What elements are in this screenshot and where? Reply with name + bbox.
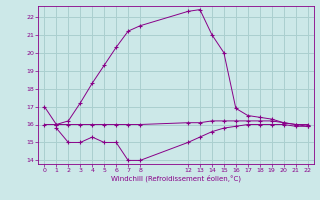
X-axis label: Windchill (Refroidissement éolien,°C): Windchill (Refroidissement éolien,°C) [111,175,241,182]
